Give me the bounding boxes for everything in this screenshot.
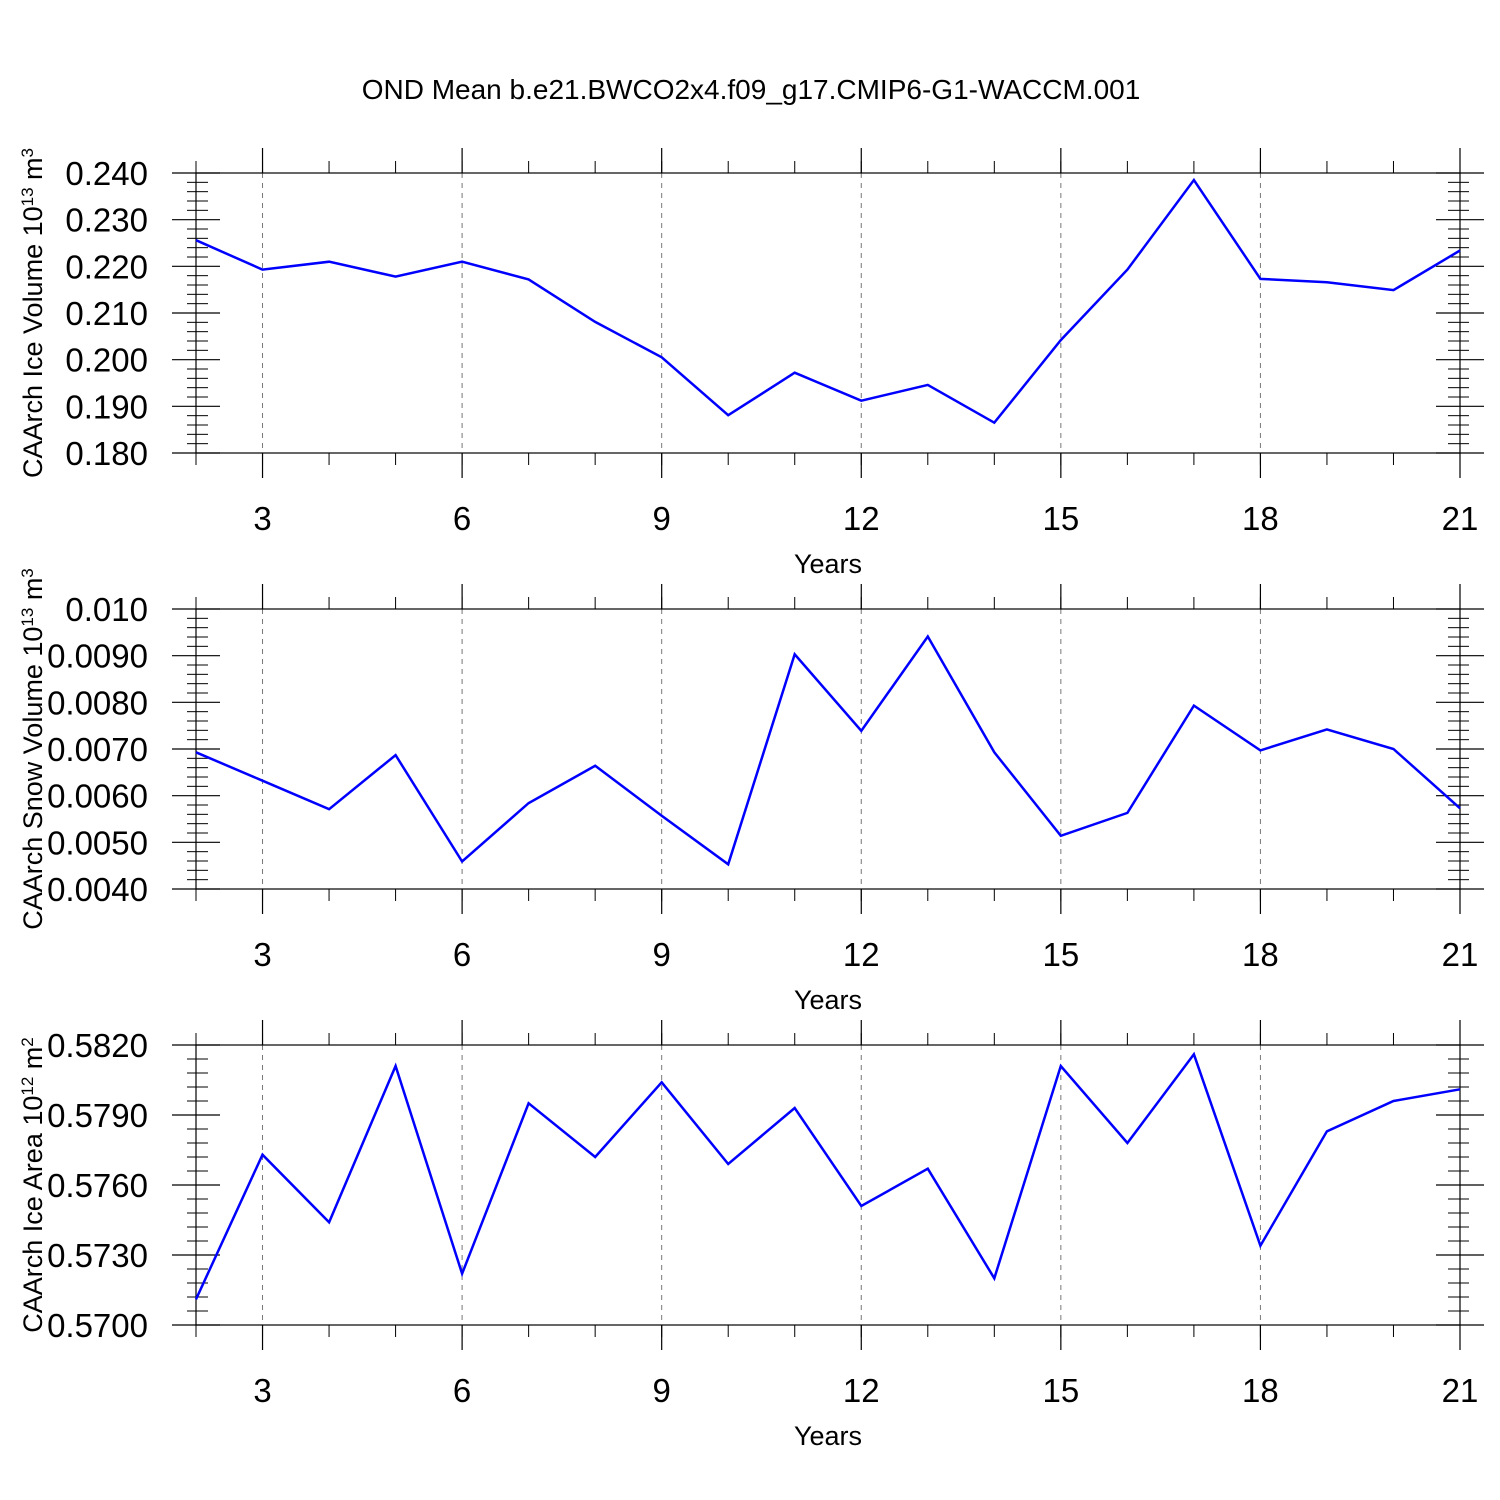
data-series-line [195, 177, 1461, 425]
x-tick-label: 18 [1242, 1372, 1279, 1409]
x-tick-label: 12 [843, 500, 880, 537]
x-tick-label: 6 [453, 1372, 471, 1409]
y-tick-label: 0.010 [65, 591, 148, 628]
y-label-text: m [18, 157, 48, 187]
y-tick-label: 0.5790 [47, 1097, 148, 1134]
x-tick-label: 12 [843, 936, 880, 973]
chart-panel-2: 3 6 9 12 15 18 21 0.0040 0.0050 0.0060 0.0070 0.008… [18, 568, 1484, 1015]
x-axis-label: Years [794, 549, 862, 579]
y-label-text: CAArch Ice Area 10 [18, 1096, 48, 1333]
x-tick-label: 9 [653, 1372, 671, 1409]
chart-panel-3: 3 6 9 12 15 18 21 0.5700 0.5730 0.5760 0.5790 0.582… [18, 1020, 1484, 1451]
y-label-text: CAArch Ice Volume 10 [18, 206, 48, 478]
data-series-line [195, 634, 1461, 867]
y-label-superscript: 3 [18, 568, 37, 577]
x-tick-label: 21 [1442, 1372, 1479, 1409]
y-label-superscript: 12 [18, 1077, 37, 1096]
x-tick-label: 3 [253, 1372, 271, 1409]
y-tick-label: 0.5700 [47, 1307, 148, 1344]
x-tick-label: 12 [843, 1372, 880, 1409]
x-tick-label: 21 [1442, 500, 1479, 537]
x-tick-label: 18 [1242, 936, 1279, 973]
x-tick-label: 6 [453, 500, 471, 537]
y-tick-label: 0.0060 [47, 778, 148, 815]
y-tick-label: 0.230 [65, 202, 148, 239]
plot-frame [195, 608, 1461, 890]
y-tick-label: 0.200 [65, 342, 148, 379]
y-axis-label: CAArch Ice Volume 1013 m3 [18, 148, 48, 478]
x-tick-label: 9 [653, 936, 671, 973]
x-axis-label: Years [794, 1421, 862, 1451]
x-tick-label: 3 [253, 500, 271, 537]
chart-panel-1: 3 6 9 12 15 18 21 0.180 0.190 0.200 0.210 0.220 0.23… [18, 148, 1484, 579]
y-label-superscript: 13 [18, 187, 37, 206]
y-label-superscript: 2 [18, 1037, 37, 1046]
y-tick-label: 0.0080 [47, 684, 148, 721]
y-tick-label: 0.5820 [47, 1027, 148, 1064]
x-tick-label: 15 [1042, 936, 1079, 973]
data-series-line [194, 1051, 1461, 1300]
chart-title: OND Mean b.e21.BWCO2x4.f09_g17.CMIP6-G1-… [362, 74, 1141, 105]
y-tick-label: 0.190 [65, 388, 148, 425]
x-tick-label: 18 [1242, 500, 1279, 537]
y-tick-label: 0.5760 [47, 1167, 148, 1204]
y-label-text: m [18, 1047, 48, 1077]
x-tick-label: 21 [1442, 936, 1479, 973]
y-tick-label: 0.180 [65, 435, 148, 472]
y-tick-label: 0.0040 [47, 871, 148, 908]
plot-frame [195, 172, 1461, 454]
y-tick-label: 0.5730 [47, 1237, 148, 1274]
y-label-text: CAArch Snow Volume 10 [18, 627, 48, 930]
y-tick-label: 0.0050 [47, 824, 148, 861]
y-tick-label: 0.240 [65, 155, 148, 192]
x-tick-label: 6 [453, 936, 471, 973]
y-tick-label: 0.220 [65, 248, 148, 285]
x-tick-label: 15 [1042, 500, 1079, 537]
x-axis-label: Years [794, 985, 862, 1015]
y-label-superscript: 13 [18, 608, 37, 627]
x-tick-label: 15 [1042, 1372, 1079, 1409]
y-label-superscript: 3 [18, 148, 37, 157]
x-tick-label: 3 [253, 936, 271, 973]
y-tick-label: 0.0090 [47, 638, 148, 675]
y-label-text: m [18, 578, 48, 608]
y-axis-label: CAArch Ice Area 1012 m2 [18, 1037, 48, 1333]
y-axis-label: CAArch Snow Volume 1013 m3 [18, 568, 48, 930]
y-tick-label: 0.210 [65, 295, 148, 332]
y-tick-label: 0.0070 [47, 731, 148, 768]
x-tick-label: 9 [653, 500, 671, 537]
